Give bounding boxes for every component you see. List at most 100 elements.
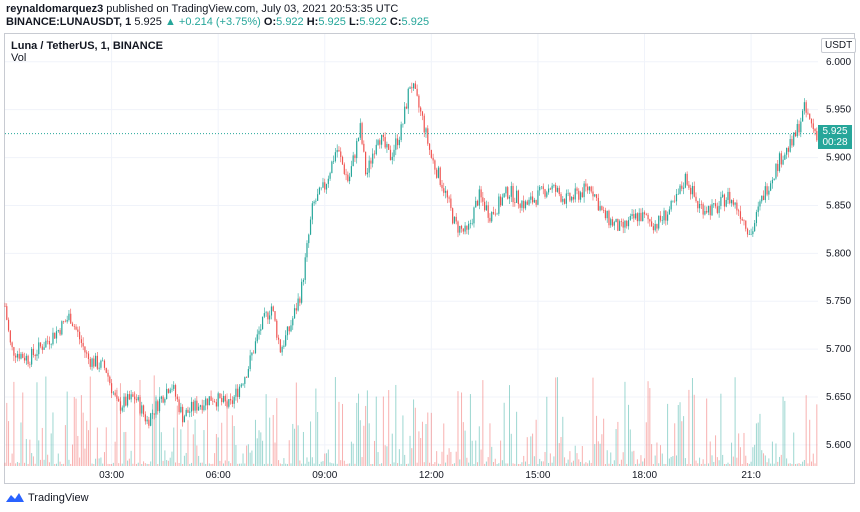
y-tick-label: 5.600 [826,440,851,451]
volume-bar [365,405,367,466]
candle-body [444,190,447,193]
volume-bar [796,463,798,466]
footer-brand[interactable]: TradingView [6,492,89,504]
volume-bar [103,452,105,466]
candle-body [226,401,228,407]
volume-bar [580,461,582,466]
volume-bar [93,463,95,466]
candle-body [789,139,791,152]
volume-bar [777,461,779,466]
volume-bar [381,463,383,466]
candle-body [587,186,589,191]
volume-bar [736,457,738,466]
candle-body [372,153,374,164]
candle-body [798,124,800,133]
volume-bar [345,463,347,466]
volume-bar [127,460,129,466]
candle-body [329,173,331,179]
candle-body [219,393,221,399]
candle-body [675,194,678,202]
volume-bar [72,444,74,466]
volume-bar [528,463,530,466]
candle-body [430,149,432,158]
candle-body [162,396,164,403]
candle-body [492,212,495,214]
candle-body [190,401,193,412]
volume-bar [514,463,516,466]
candle-body [654,224,656,231]
volume-bar [731,442,733,466]
candle-body [627,220,630,227]
volume-bar [141,463,143,466]
candle-body [508,196,511,199]
volume-bar [722,454,724,466]
volume-bar [421,421,423,466]
volume-bar [326,453,328,466]
volume-bar [668,458,670,466]
volume-bar [425,423,427,466]
volume-bar [36,382,38,466]
candle-body [770,183,772,191]
candle-body [585,183,587,187]
volume-bar [720,393,722,466]
candle-body [670,201,672,210]
volume-bar [258,430,260,466]
volume-bar [581,446,583,466]
volume-bar [732,456,734,466]
candle-body [730,200,733,204]
volume-bar [615,429,617,466]
candle-body [380,134,383,145]
volume-bar [34,463,36,466]
volume-bar [233,426,235,466]
y-tick-label: 5.850 [826,200,851,211]
volume-bar [160,432,162,466]
candle-body [199,405,202,407]
candle-body [70,313,72,324]
chart-frame[interactable] [4,33,855,484]
candle-body [61,321,63,335]
volume-bar [706,398,708,466]
volume-bar [416,462,418,466]
candle-body [396,138,399,146]
volume-bar [606,450,608,466]
volume-bar [812,453,814,466]
volume-bar [558,443,560,466]
candle-body [723,194,726,207]
candle-body [57,330,59,332]
volume-bar [432,463,434,466]
candle-body [620,221,623,222]
volume-bar [308,461,310,466]
candle-body [619,221,621,231]
candle-body [455,216,457,222]
candle-body [814,128,816,132]
volume-bar [73,397,75,466]
currency-button[interactable]: USDT [821,38,857,53]
volume-bar [418,431,420,466]
volume-bar [358,393,360,466]
candle-body [734,202,736,205]
candle-body [558,187,560,195]
candle-body [39,342,42,347]
candle-body [658,215,660,229]
volume-bar [82,412,84,466]
volume-bar [8,421,10,466]
x-tick-label: 21:0 [741,470,761,481]
volume-bar [691,378,693,466]
candle-body [780,153,782,165]
volume-bar [153,375,155,466]
y-tick-label: 6.000 [826,57,851,68]
candle-body [261,316,264,330]
volume-bar [702,459,704,466]
volume-bar [338,401,340,466]
candle-body [643,212,646,215]
candle-body [786,147,788,155]
y-tick-label: 5.650 [826,392,851,403]
volume-bar [317,411,319,466]
volume-bar [366,390,368,466]
legend-volume: Vol [11,52,27,64]
volume-bars [4,375,818,466]
volume-bar [466,457,468,466]
candle-body [565,193,567,204]
volume-bar [413,399,415,466]
